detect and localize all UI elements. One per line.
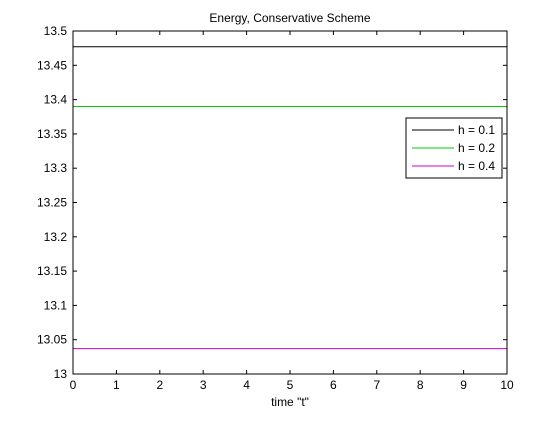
y-tick-label: 13.3 [44,161,68,175]
y-tick-label: 13.5 [44,24,68,38]
chart-title: Energy, Conservative Scheme [209,11,371,25]
plot-frame [72,30,508,375]
y-tick-label: 13.35 [37,127,67,141]
x-tick-label: 7 [373,378,380,392]
legend-label-1: h = 0.1 [458,123,495,137]
x-tick-label: 9 [460,378,467,392]
y-tick-label: 13.25 [37,196,67,210]
ticks-layer: 0 1 2 3 4 5 6 7 8 9 10 13 13.05 13.1 13.15 13.2 13.25 13.… [37,24,514,392]
y-tick-label: 13.4 [44,93,68,107]
legend-label-2: h = 0.2 [458,141,495,155]
y-tick-label: 13.2 [44,230,68,244]
x-tick-label: 4 [243,378,250,392]
x-tick-label: 8 [417,378,424,392]
y-tick-label: 13.1 [44,298,68,312]
x-tick-label: 3 [200,378,207,392]
y-tick-label: 13.15 [37,264,67,278]
x-tick-label: 2 [156,378,163,392]
y-tick-label: 13.05 [37,333,67,347]
legend-label-3: h = 0.4 [458,159,495,173]
y-tick-label: 13 [54,367,68,381]
series-layer [73,46,507,350]
x-tick-label: 0 [70,378,77,392]
y-tick-label: 13.45 [37,58,67,72]
x-tick-label: 10 [500,378,514,392]
plot-area [73,31,507,374]
x-tick-label: 5 [287,378,294,392]
x-axis-label: time "t" [271,395,309,409]
x-tick-label: 6 [330,378,337,392]
legend: h = 0.1 h = 0.2 h = 0.4 [405,117,503,179]
x-tick-label: 1 [113,378,120,392]
